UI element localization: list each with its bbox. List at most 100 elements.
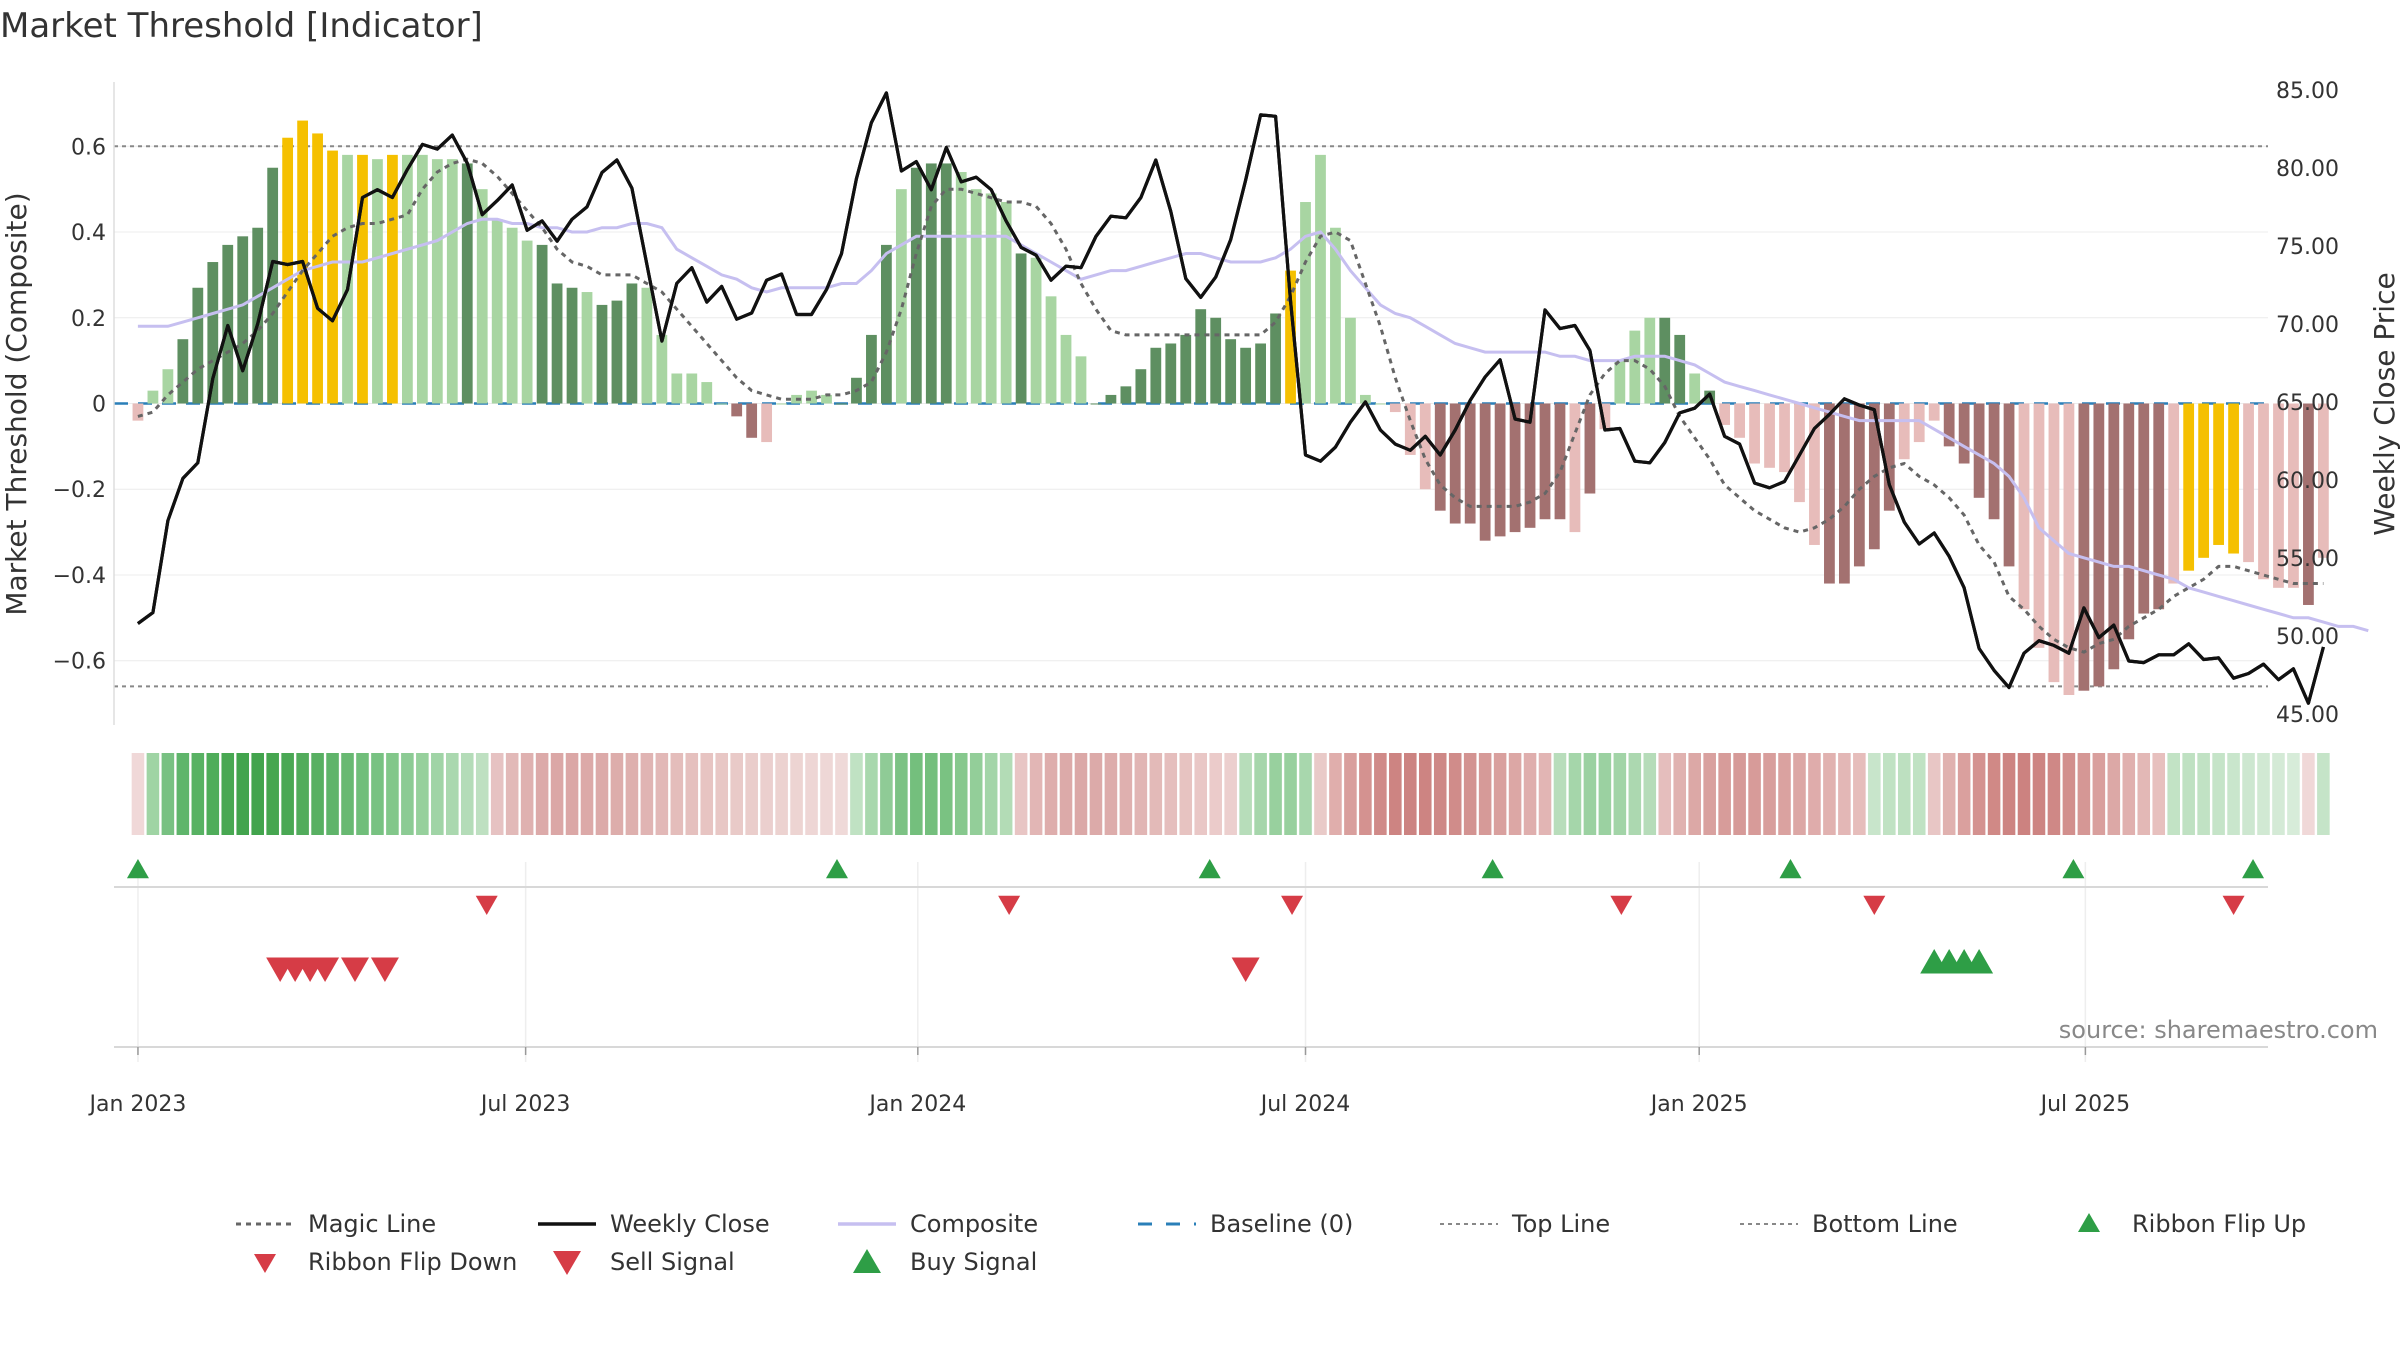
ribbon-cell bbox=[386, 753, 399, 835]
ribbon-cell bbox=[1658, 753, 1672, 835]
ribbon-cell bbox=[1688, 753, 1701, 835]
ribbon-cell bbox=[1374, 753, 1387, 835]
threshold-bar bbox=[1943, 403, 1955, 447]
ribbon-cell bbox=[910, 753, 923, 835]
ribbon-cell bbox=[251, 753, 264, 835]
weekly-close-line bbox=[136, 91, 2325, 705]
legend-item: Top Line bbox=[1440, 1210, 1610, 1238]
ribbon-cell bbox=[1059, 753, 1073, 835]
threshold-bar bbox=[401, 154, 413, 404]
ribbon-cell bbox=[730, 753, 743, 835]
ribbon-cell bbox=[1553, 753, 1567, 835]
legend-swatch bbox=[553, 1251, 581, 1275]
threshold-bar bbox=[985, 193, 997, 404]
ribbon-flip-up-marker bbox=[1481, 859, 1504, 879]
buy-signal-marker bbox=[1965, 949, 1994, 974]
ribbon-cell bbox=[760, 753, 773, 835]
y-right-tick-label: 60.00 bbox=[2276, 469, 2339, 494]
threshold-bar bbox=[671, 373, 683, 404]
threshold-bar bbox=[761, 403, 773, 443]
y-left-tick-label: −0.2 bbox=[53, 478, 106, 503]
ribbon-cell bbox=[1598, 753, 1612, 835]
x-tick-label: Jan 2024 bbox=[867, 1092, 966, 1117]
threshold-bar bbox=[731, 403, 743, 417]
threshold-bar bbox=[2048, 403, 2060, 683]
legend-label: Sell Signal bbox=[610, 1248, 735, 1276]
ribbon-cell bbox=[2107, 753, 2121, 835]
threshold-bar bbox=[2258, 403, 2269, 580]
threshold-bar bbox=[2123, 403, 2135, 640]
ribbon-cell bbox=[1314, 753, 1327, 835]
ribbon-cell bbox=[939, 753, 953, 835]
y-left-tick-label: −0.6 bbox=[53, 650, 106, 675]
ribbon-cell bbox=[1763, 753, 1776, 835]
ribbon-cell bbox=[2302, 753, 2315, 835]
ribbon-cell bbox=[2287, 753, 2300, 835]
ribbon-cell bbox=[685, 753, 699, 835]
legend-label: Baseline (0) bbox=[1210, 1210, 1353, 1238]
ribbon-cell bbox=[655, 753, 669, 835]
threshold-bar bbox=[701, 382, 713, 404]
ribbon-cell bbox=[236, 753, 250, 835]
threshold-bar bbox=[940, 163, 952, 404]
ribbon-cell bbox=[1269, 753, 1282, 835]
ribbon-cell bbox=[206, 753, 220, 835]
ribbon-strip bbox=[131, 753, 2330, 835]
threshold-bar bbox=[2108, 403, 2120, 670]
y-right-axis-label: Weekly Close Price bbox=[2368, 272, 2400, 535]
ribbon-cell bbox=[1718, 753, 1731, 835]
ribbon-cell bbox=[2062, 753, 2076, 835]
y-right-tick-label: 55.00 bbox=[2276, 547, 2339, 572]
ribbon-cell bbox=[790, 753, 803, 835]
threshold-bar bbox=[387, 154, 398, 404]
ribbon-cell bbox=[401, 753, 414, 835]
legend-item: Bottom Line bbox=[1740, 1210, 1958, 1238]
legend-label: Ribbon Flip Down bbox=[308, 1248, 517, 1276]
axes: 0.6 0.4 0.2 0 −0.2 −0.4 −0.6 85.00 80.00 75.00 70.… bbox=[0, 79, 2400, 728]
legend-item: Sell Signal bbox=[553, 1248, 735, 1276]
ribbon-cell bbox=[1359, 753, 1372, 835]
threshold-bar bbox=[1838, 403, 1850, 584]
ribbon-cell bbox=[460, 753, 474, 835]
ribbon-cell bbox=[1284, 753, 1297, 835]
ribbon-cell bbox=[1074, 753, 1088, 835]
ribbon-cell bbox=[446, 753, 459, 835]
ribbon-cell bbox=[341, 753, 354, 835]
threshold-bar bbox=[1674, 334, 1686, 404]
threshold-bar bbox=[1285, 270, 1296, 404]
threshold-bar bbox=[836, 403, 847, 405]
legend-item: Weekly Close bbox=[538, 1210, 770, 1238]
ribbon-cell bbox=[520, 753, 534, 835]
threshold-bar bbox=[1988, 403, 2000, 520]
threshold-bar bbox=[895, 189, 907, 404]
legend-label: Top Line bbox=[1511, 1210, 1610, 1238]
threshold-bar bbox=[2317, 403, 2329, 558]
ribbon-cell bbox=[1194, 753, 1208, 835]
threshold-bar bbox=[611, 300, 623, 404]
ribbon-cell bbox=[1868, 753, 1881, 835]
legend-swatch bbox=[853, 1249, 881, 1273]
indicator-lines bbox=[136, 91, 2369, 705]
ribbon-cell bbox=[775, 753, 788, 835]
ribbon-cell bbox=[850, 753, 863, 835]
y-left-tick-label: 0 bbox=[92, 393, 106, 418]
legend-swatch bbox=[2078, 1213, 2100, 1232]
ribbon-cell bbox=[2242, 753, 2255, 835]
legend-item: Magic Line bbox=[236, 1210, 436, 1238]
y-right-tick-label: 45.00 bbox=[2276, 703, 2339, 728]
ribbon-flip-down-marker bbox=[475, 895, 498, 915]
ribbon-cell bbox=[191, 753, 205, 835]
reference-lines bbox=[114, 145, 2268, 688]
ribbon-cell bbox=[1029, 753, 1043, 835]
threshold-bar bbox=[1539, 403, 1551, 520]
legend-label: Composite bbox=[910, 1210, 1038, 1238]
threshold-bar bbox=[1255, 343, 1266, 404]
ribbon-cell bbox=[595, 753, 609, 835]
source-credit: source: sharemaestro.com bbox=[2059, 1016, 2378, 1044]
ribbon-cell bbox=[1957, 753, 1971, 835]
sell-signal-marker bbox=[311, 957, 340, 982]
threshold-bar bbox=[357, 154, 368, 404]
threshold-bar bbox=[1105, 394, 1117, 404]
ribbon-flip-down-marker bbox=[998, 895, 1021, 915]
threshold-bar bbox=[1359, 394, 1371, 404]
